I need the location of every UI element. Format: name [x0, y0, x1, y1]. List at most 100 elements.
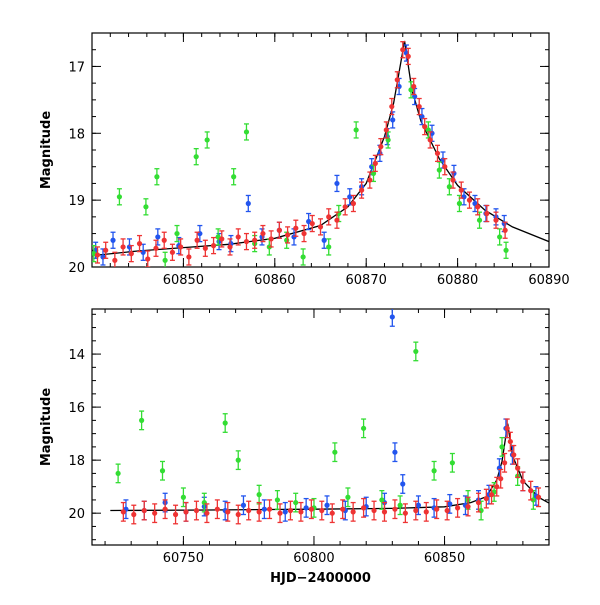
- data-point: [425, 127, 431, 133]
- data-point: [261, 506, 267, 512]
- plot-area: [92, 40, 549, 267]
- data-point: [350, 509, 356, 515]
- x-tick-label: 60870: [346, 273, 387, 288]
- data-point: [219, 236, 225, 242]
- data-point: [256, 509, 262, 515]
- data-point: [450, 177, 456, 183]
- data-point: [276, 227, 282, 233]
- data-point: [444, 507, 450, 514]
- data-point: [139, 417, 145, 423]
- data-point: [400, 481, 406, 487]
- y-tick-label: 16: [68, 401, 85, 416]
- data-point: [246, 507, 252, 514]
- data-point: [340, 506, 346, 512]
- x-tick-label: 60850: [163, 273, 204, 288]
- data-point: [484, 210, 490, 217]
- data-point: [94, 252, 101, 258]
- data-point: [381, 509, 388, 515]
- data-point: [194, 237, 200, 243]
- data-point: [507, 438, 513, 445]
- y-axis-label: Magnitude: [39, 388, 54, 467]
- data-point: [277, 510, 283, 516]
- data-point: [530, 497, 536, 503]
- y-tick-label: 20: [68, 261, 85, 276]
- data-point: [415, 502, 422, 508]
- data-point: [227, 244, 233, 250]
- data-point: [245, 200, 251, 207]
- y-tick-label: 18: [68, 454, 85, 469]
- data-point: [503, 247, 509, 253]
- data-point: [103, 247, 109, 253]
- data-point: [360, 425, 367, 431]
- plot-frame: [91, 308, 550, 546]
- data-point: [143, 204, 149, 210]
- data-point: [174, 230, 180, 237]
- data-point: [416, 103, 422, 110]
- data-point: [115, 470, 121, 477]
- data-point: [332, 449, 338, 455]
- data-point: [465, 503, 471, 510]
- data-point: [252, 237, 258, 243]
- data-point: [397, 502, 403, 508]
- data-point: [268, 236, 274, 242]
- data-point: [235, 234, 241, 240]
- data-point: [324, 502, 330, 508]
- data-point: [225, 509, 231, 515]
- data-point: [422, 124, 428, 130]
- data-point: [455, 505, 461, 511]
- data-point: [334, 180, 340, 187]
- data-point: [172, 511, 179, 518]
- data-point: [353, 127, 359, 133]
- data-point: [488, 492, 495, 498]
- data-point: [394, 77, 400, 83]
- data-point: [145, 256, 151, 262]
- data-point: [504, 425, 510, 431]
- data-point: [116, 194, 123, 200]
- data-point: [155, 234, 161, 240]
- data-point: [528, 488, 534, 494]
- data-point: [342, 204, 348, 210]
- data-point: [193, 507, 200, 514]
- data-point: [383, 127, 389, 133]
- data-point: [162, 506, 168, 512]
- data-point: [284, 237, 290, 243]
- data-point: [326, 244, 332, 250]
- data-point: [535, 494, 542, 500]
- data-point: [300, 254, 306, 260]
- data-point: [476, 217, 483, 223]
- data-point: [308, 506, 314, 512]
- data-point: [204, 137, 210, 143]
- data-point: [497, 234, 503, 240]
- x-tick-label: 60750: [163, 551, 204, 566]
- x-tick-label: 60800: [293, 551, 334, 566]
- data-point: [400, 47, 406, 53]
- data-point: [235, 457, 241, 463]
- data-point: [334, 217, 340, 223]
- data-point: [202, 245, 208, 251]
- y-tick-label: 18: [68, 127, 85, 142]
- y-tick-label: 17: [68, 60, 85, 75]
- data-point: [131, 511, 137, 518]
- data-point: [178, 244, 184, 250]
- data-point: [152, 510, 158, 516]
- data-point: [243, 238, 250, 245]
- data-point: [392, 506, 398, 512]
- data-point: [367, 177, 373, 183]
- data-point: [159, 468, 166, 474]
- data-point: [183, 509, 189, 515]
- data-point: [419, 113, 425, 120]
- data-point: [266, 506, 273, 512]
- data-point: [379, 497, 385, 503]
- data-point: [214, 506, 220, 512]
- data-point: [161, 237, 167, 243]
- data-point: [180, 494, 186, 500]
- data-point: [154, 174, 160, 180]
- data-point: [411, 83, 417, 90]
- data-point: [385, 137, 391, 143]
- data-point: [350, 200, 357, 207]
- data-point: [240, 502, 247, 508]
- data-point: [235, 511, 241, 518]
- data-point: [112, 257, 118, 263]
- x-tick-label: 60860: [254, 273, 295, 288]
